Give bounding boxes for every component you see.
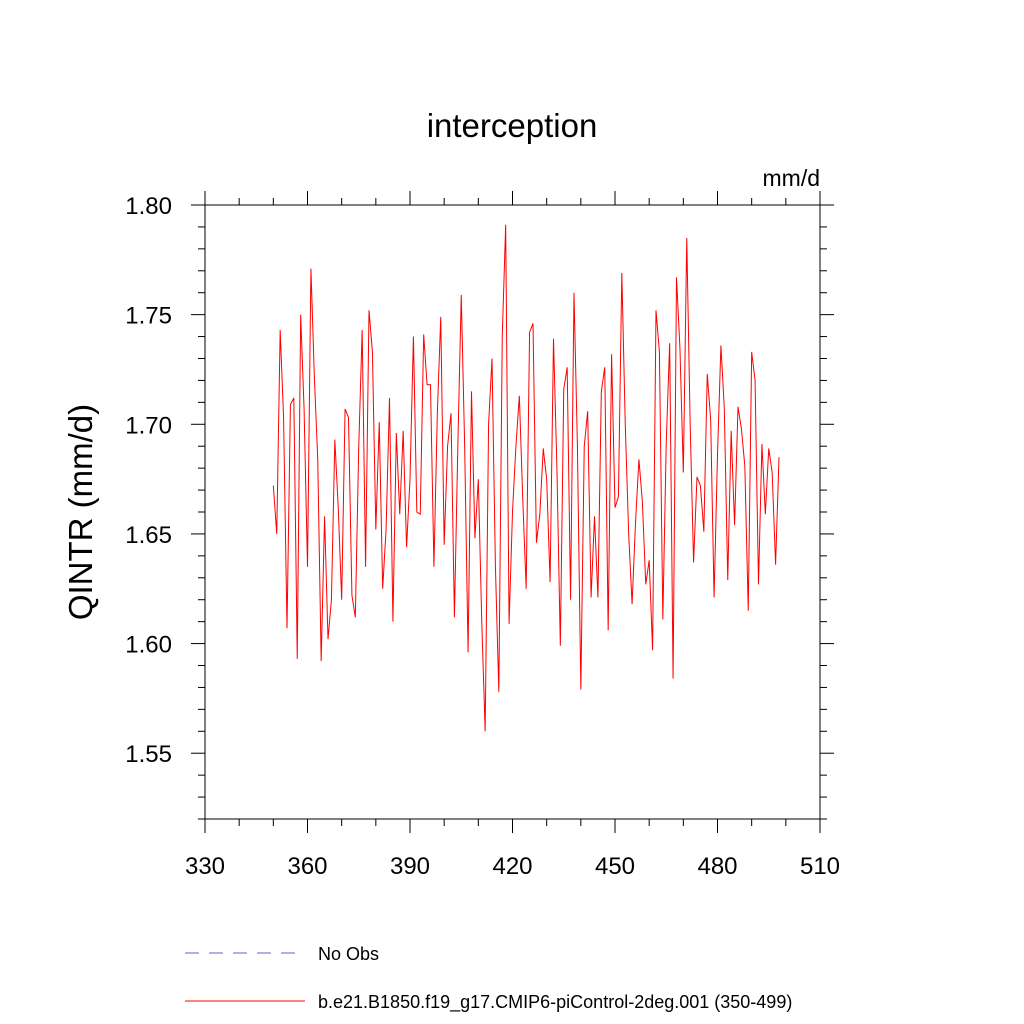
units-label: mm/d [763,165,821,191]
legend-model-label: b.e21.B1850.f19_g17.CMIP6-piControl-2deg… [318,992,792,1013]
y-tick-label: 1.80 [125,193,172,220]
series-line [272,224,780,732]
chart-title: interception [427,107,598,144]
x-tick-label: 330 [185,853,225,880]
x-tick-label: 390 [390,853,430,880]
x-tick-label: 450 [595,853,635,880]
x-tick-label: 510 [800,853,840,880]
x-tick-label: 360 [287,853,327,880]
x-tick-label: 420 [492,853,532,880]
x-tick-label: 480 [697,853,737,880]
y-tick-label: 1.65 [125,522,172,549]
legend-no-obs-label: No Obs [318,944,379,964]
series-layer [272,224,780,732]
plot-frame [204,204,821,820]
y-axis-label: QINTR (mm/d) [62,404,99,620]
legend: No Obs b.e21.B1850.f19_g17.CMIP6-piContr… [185,944,792,1013]
y-tick-label: 1.70 [125,412,172,439]
axis-ticks [191,191,834,833]
y-tick-label: 1.75 [125,303,172,330]
y-tick-label: 1.60 [125,632,172,659]
y-tick-label: 1.55 [125,741,172,768]
tick-labels: 330 360 390 420 450 480 510 1.55 1.60 1.65 1.70 1.7… [125,193,840,880]
